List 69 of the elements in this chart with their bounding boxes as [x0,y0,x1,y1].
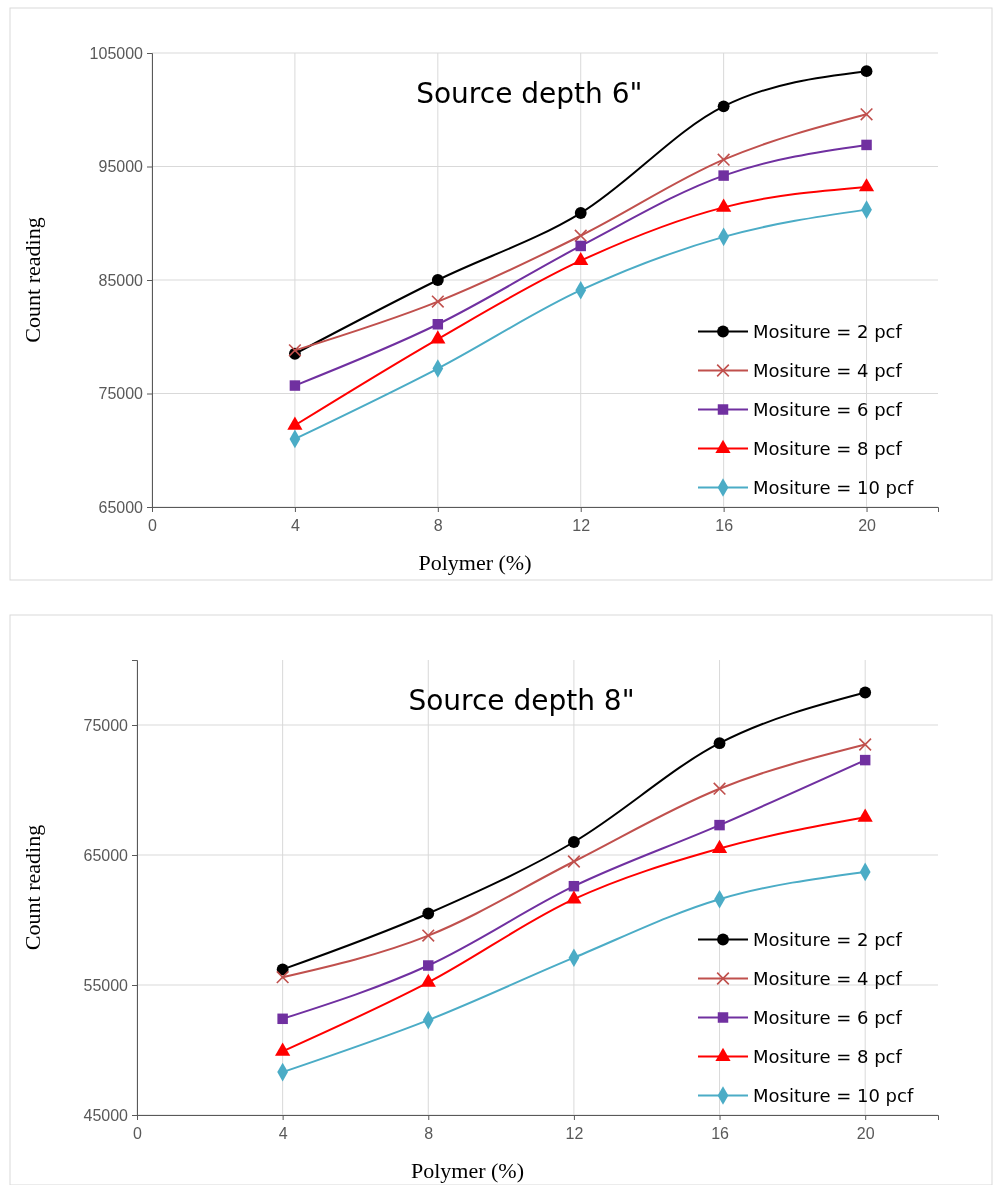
y-tick-label: 65000 [83,846,129,864]
x-tick-label: 8 [424,1125,434,1143]
legend-label: Mositure = 2 pcf [753,320,903,342]
x-tick-label: 8 [433,517,443,535]
y-tick-label: 95000 [98,158,144,176]
x-tick-label: 12 [565,1125,584,1143]
point [860,65,873,78]
legend-label: Mositure = 6 pcf [753,398,903,420]
point [277,1013,288,1025]
point [713,737,726,750]
x-tick-label: 4 [278,1125,288,1143]
point [430,330,446,344]
point [423,960,434,971]
y-tick-label: 55000 [83,976,129,994]
point [573,251,589,266]
point [575,240,586,252]
legend-label: Mositure = 2 pcf [753,928,903,950]
point [422,907,435,920]
x-tick-label: 0 [148,517,158,535]
legend-label: Mositure = 8 pcf [753,1045,903,1067]
y-tick-label: 45000 [83,1106,129,1124]
x-tick-label: 16 [711,1125,730,1143]
legend-label: Mositure = 10 pcf [753,1084,914,1106]
y-tick-label: 105000 [89,44,144,62]
point [568,880,580,892]
legend-label: Mositure = 8 pcf [753,437,903,459]
point [714,819,725,831]
point [858,178,875,192]
legend-label: Mositure = 6 pcf [753,1006,903,1028]
point [718,170,729,181]
point [288,343,302,357]
point [717,100,730,113]
legend-label: Mositure = 4 pcf [753,359,903,381]
x-tick-label: 12 [572,517,591,535]
x-tick-label: 4 [290,517,300,535]
y-tick-label: 85000 [98,271,144,289]
point [432,319,444,330]
y-axis-title: Count reading [20,217,45,343]
point [712,782,727,796]
point [574,229,588,243]
x-tick-label: 16 [715,517,734,535]
x-axis-title: Polymer (%) [410,1158,525,1183]
y-axis-title: Count reading [20,824,45,951]
point [289,380,301,391]
point [858,737,872,752]
x-tick-label: 20 [856,1125,875,1143]
point [276,970,290,984]
point [567,854,581,869]
legend-label: Mositure = 4 pcf [753,967,903,989]
point [431,274,444,286]
y-tick-label: 75000 [98,385,144,403]
point [859,107,874,121]
text: Source depth 6" [416,77,643,110]
point [859,686,872,699]
point [567,836,580,848]
point [287,416,303,430]
point [574,207,587,219]
y-tick-label: 65000 [98,498,144,516]
point [431,294,445,309]
point [861,139,872,151]
text: Source depth 8" [408,684,635,717]
x-axis-title: Polymer (%) [418,550,532,575]
y-tick-label: 75000 [83,716,129,734]
point [717,153,731,167]
point [421,928,435,943]
legend-label: Mositure = 10 pcf [753,476,914,498]
x-tick-label: 0 [133,1125,143,1143]
point [859,754,871,766]
x-tick-label: 20 [858,517,877,535]
